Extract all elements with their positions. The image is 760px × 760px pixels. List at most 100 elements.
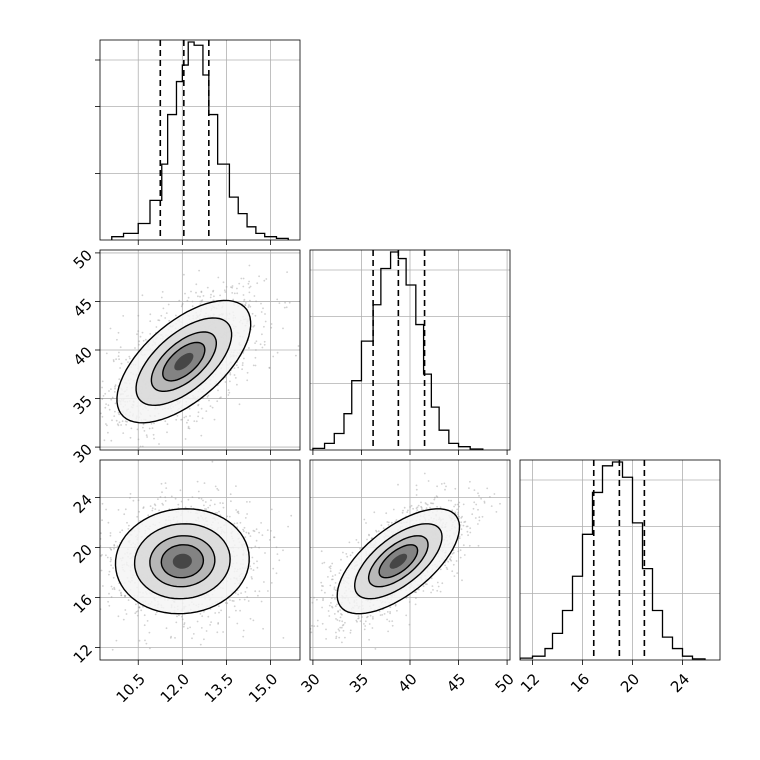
sample-point [101, 397, 104, 400]
sample-point [197, 415, 200, 418]
sample-point [388, 620, 391, 623]
sample-point [108, 604, 111, 607]
sample-point [450, 556, 452, 558]
sample-point [231, 285, 234, 287]
sample-point [255, 528, 258, 531]
sample-point [210, 499, 212, 502]
sample-point [114, 387, 116, 390]
sample-point [364, 625, 367, 627]
sample-point [462, 503, 465, 506]
sample-point [330, 602, 332, 604]
sample-point [251, 577, 253, 580]
sample-point [248, 304, 250, 306]
sample-point [150, 422, 153, 425]
sample-point [327, 576, 329, 578]
sample-point [141, 294, 144, 297]
sample-point [316, 598, 318, 601]
sample-point [439, 568, 442, 571]
sample-point [458, 537, 461, 539]
sample-point [238, 282, 241, 285]
sample-point [229, 380, 231, 383]
sample-point [192, 633, 195, 635]
sample-point [200, 434, 203, 437]
contour-line [367, 535, 429, 588]
sample-point [128, 355, 131, 358]
sample-point [177, 503, 180, 506]
sample-point [344, 636, 346, 639]
sample-point [118, 358, 120, 361]
sample-point [118, 589, 121, 592]
sample-point [141, 445, 144, 448]
sample-point [460, 533, 463, 536]
contour-line [114, 508, 250, 615]
sample-point [132, 499, 135, 502]
sample-point [157, 498, 159, 500]
sample-point [436, 496, 439, 498]
sample-point [342, 629, 345, 632]
sample-point [466, 530, 469, 533]
sample-point [304, 592, 306, 594]
sample-point [322, 599, 324, 602]
sample-point [394, 603, 397, 606]
sample-point [255, 539, 258, 542]
sample-point [477, 523, 479, 525]
sample-point [264, 552, 266, 554]
sample-point [334, 597, 336, 600]
sample-point [117, 509, 120, 511]
sample-point [108, 592, 110, 595]
sample-point [282, 637, 285, 639]
sample-point [233, 374, 236, 376]
sample-point [161, 291, 164, 293]
sample-point [138, 343, 140, 346]
sample-point [113, 391, 116, 393]
sample-point [199, 295, 201, 298]
sample-point [136, 614, 139, 617]
y-tick-label: 45 [70, 295, 96, 321]
sample-point [118, 413, 120, 416]
sample-point [345, 553, 348, 555]
sample-point [333, 588, 336, 590]
sample-point [415, 484, 418, 487]
sample-point [456, 513, 459, 516]
sample-point [112, 567, 114, 569]
sample-point [394, 604, 397, 607]
sample-point [62, 357, 64, 359]
sample-point [425, 507, 428, 509]
sample-point [107, 431, 109, 434]
sample-point [197, 403, 200, 406]
sample-point [113, 547, 115, 550]
sample-point [96, 526, 98, 528]
sample-point [248, 532, 250, 535]
sample-point [242, 352, 245, 354]
sample-point [328, 604, 331, 607]
sample-point [260, 522, 262, 524]
sample-point [229, 493, 232, 496]
contour-line [133, 523, 231, 600]
sample-point [207, 394, 210, 397]
density-fill [174, 352, 194, 371]
sample-point [160, 296, 163, 299]
sample-point [237, 593, 240, 596]
sample-point [265, 278, 268, 280]
sample-point [383, 613, 386, 615]
sample-point [252, 325, 255, 328]
sample-point [235, 364, 238, 367]
sample-point [368, 533, 370, 536]
sample-point [250, 547, 253, 549]
sample-point [209, 296, 212, 299]
sample-point [324, 591, 326, 594]
sample-point [116, 338, 118, 341]
sample-point [198, 269, 201, 272]
sample-point [259, 343, 262, 346]
sample-point [311, 601, 314, 604]
sample-point [155, 611, 158, 614]
sample-point [218, 605, 220, 608]
sample-point [336, 603, 338, 606]
sample-point [449, 558, 452, 561]
sample-point [322, 585, 324, 587]
sample-point [224, 602, 227, 604]
sample-point [424, 583, 427, 585]
sample-point [217, 623, 220, 625]
sample-point [187, 498, 190, 501]
sample-point [101, 386, 103, 389]
